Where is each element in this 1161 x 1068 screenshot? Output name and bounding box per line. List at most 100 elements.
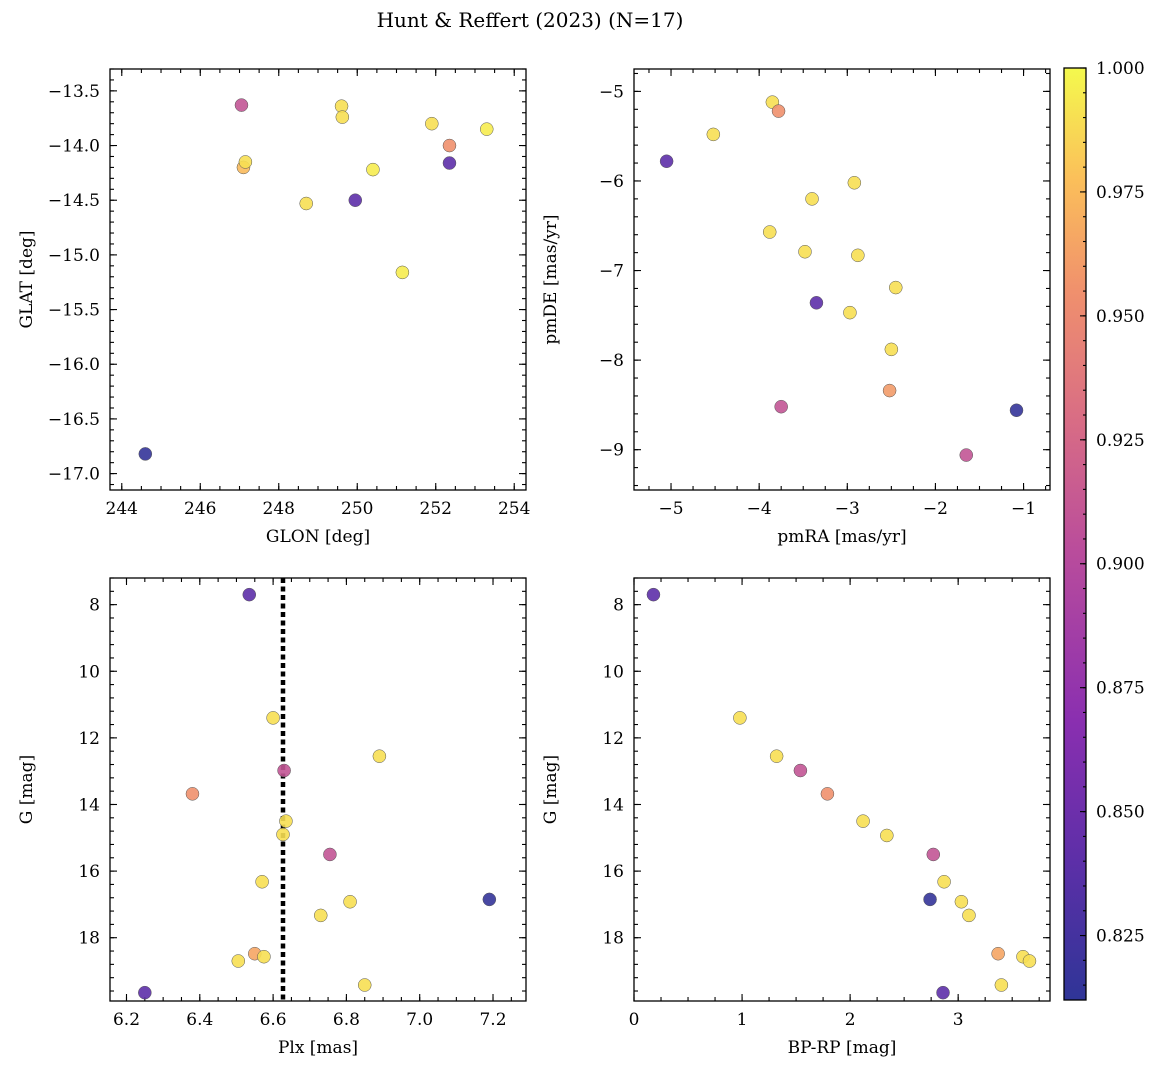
x-axis-label: Plx [mas]: [278, 1038, 358, 1058]
data-point: [820, 787, 835, 801]
data-point: [313, 908, 328, 923]
data-point: [266, 711, 280, 725]
data-point: [255, 875, 269, 889]
x-tick-label: 0: [629, 1010, 640, 1030]
data-point: [882, 383, 897, 398]
data-point: [843, 305, 857, 320]
y-tick-label: −14.0: [48, 137, 100, 157]
colorbar-tick-label: 0.875: [1096, 679, 1145, 699]
data-point: [959, 448, 974, 462]
data-point: [276, 827, 290, 842]
x-tick-label: 1: [737, 1010, 748, 1030]
data-point: [442, 156, 457, 170]
data-point: [926, 847, 941, 862]
y-tick-label: −15.0: [48, 246, 100, 266]
data-point: [769, 749, 784, 763]
data-point: [366, 162, 380, 177]
plot-frame: [633, 577, 1051, 1002]
y-axis-label: G [mag]: [541, 755, 561, 824]
y-tick-label: 8: [613, 596, 624, 616]
data-point: [480, 122, 494, 136]
y-tick-label: 10: [78, 662, 100, 682]
chart-panel-1: 244 246 248 250 252 254 −17.0 −16.5 −16.0 −15.5 −1…: [17, 68, 530, 547]
y-tick-label: −14.5: [48, 191, 100, 211]
data-point: [442, 138, 457, 153]
y-tick-label: 12: [78, 729, 100, 749]
colorbar-tick-label: 0.825: [1096, 927, 1145, 947]
figure-title: Hunt & Reffert (2023) (N=17): [377, 8, 684, 32]
x-tick-label: 6.4: [186, 1010, 213, 1030]
y-axis-label: pmDE [mas/yr]: [541, 214, 561, 344]
data-point: [372, 749, 387, 763]
x-axis-label: BP-RP [mag]: [788, 1038, 897, 1058]
data-point: [733, 711, 747, 725]
data-point: [1022, 954, 1037, 968]
data-point: [706, 127, 721, 142]
data-point: [395, 265, 410, 280]
data-point: [348, 193, 363, 207]
colorbar-tick-label: 0.850: [1096, 803, 1145, 823]
data-point: [659, 154, 674, 169]
plot-frame: [633, 68, 1051, 491]
y-tick-label: −17.0: [48, 465, 100, 485]
data-point: [277, 763, 291, 778]
data-point: [991, 946, 1005, 961]
y-tick-label: −9: [599, 441, 624, 461]
data-point: [425, 116, 439, 131]
x-tick-label: 250: [341, 499, 373, 519]
x-tick-label: 6.2: [113, 1010, 140, 1030]
colorbar-tick-label: 1.000: [1096, 59, 1145, 79]
data-point: [798, 244, 812, 259]
x-tick-label: 244: [106, 499, 138, 519]
colorbar-tick-label: 0.925: [1096, 431, 1145, 451]
y-tick-label: −7: [599, 262, 624, 282]
y-tick-label: 14: [78, 795, 100, 815]
data-point: [231, 954, 246, 968]
x-tick-label: −2: [923, 499, 948, 519]
data-point: [809, 296, 824, 310]
data-point: [138, 985, 152, 1000]
data-point: [793, 763, 808, 778]
y-tick-label: −16.5: [48, 410, 100, 430]
y-tick-label: −13.5: [48, 82, 100, 102]
x-tick-label: −4: [747, 499, 772, 519]
plot-frame: [109, 577, 527, 1002]
chart-panel-3: 6.2 6.4 6.6 6.8 7.0 7.2 8 10 12 14 16 18 Plx [mas] G …: [17, 577, 527, 1058]
y-tick-label: 8: [89, 596, 100, 616]
y-tick-label: −6: [599, 172, 624, 192]
data-point: [323, 847, 337, 862]
y-tick-label: 16: [602, 862, 624, 882]
x-axis-label: GLON [deg]: [266, 527, 370, 547]
data-point: [238, 155, 253, 169]
colorbar-tick-label: 0.975: [1096, 183, 1145, 203]
y-tick-label: −15.5: [48, 301, 100, 321]
data-point: [771, 104, 786, 118]
colorbar-tick-label: 0.950: [1096, 307, 1145, 327]
y-tick-label: 12: [602, 729, 624, 749]
x-tick-label: −5: [658, 499, 683, 519]
data-point: [847, 176, 862, 190]
data-point: [774, 399, 788, 414]
colorbar-tick-label: 0.900: [1096, 555, 1145, 575]
data-point: [851, 248, 865, 263]
data-point: [962, 908, 976, 923]
x-tick-label: 6.6: [260, 1010, 287, 1030]
chart-panel-2: −5 −4 −3 −2 −1 −9 −8 −7 −6 −5 pmRA [mas/yr] pmDE [m…: [541, 68, 1051, 547]
x-tick-label: 3: [953, 1010, 964, 1030]
data-point: [884, 342, 899, 357]
data-point: [994, 978, 1009, 992]
x-tick-label: 7.2: [479, 1010, 506, 1030]
y-tick-label: 14: [602, 795, 624, 815]
y-axis-label: G [mag]: [17, 755, 37, 824]
x-tick-label: 6.8: [333, 1010, 360, 1030]
data-point: [482, 892, 497, 907]
data-point: [762, 225, 777, 239]
x-tick-label: −3: [835, 499, 860, 519]
data-point: [954, 894, 969, 909]
x-tick-label: 246: [184, 499, 216, 519]
data-point: [279, 814, 293, 828]
data-point: [889, 280, 903, 295]
colorbar: 0.825 0.850 0.875 0.900 0.925 0.950 0.975 1.000: [1063, 59, 1145, 1001]
